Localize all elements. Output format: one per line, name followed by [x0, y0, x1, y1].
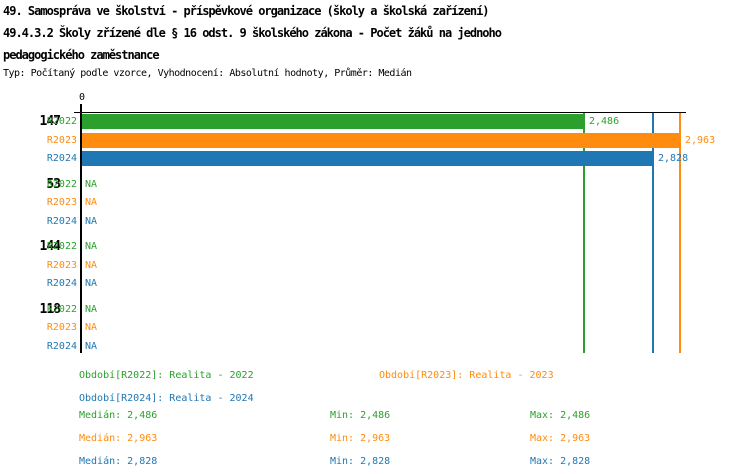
stat-min-r2022: Min: 2,486: [330, 410, 391, 421]
bar-value-label: 2,963: [685, 134, 716, 146]
stat-median-r2023: Medián: 2,963: [79, 433, 158, 444]
group-label: 118: [39, 301, 61, 317]
row-label-r2023: R2023: [46, 134, 77, 146]
na-label: NA: [85, 278, 98, 289]
stat-min-r2024: Min: 2,828: [330, 456, 391, 467]
y-axis-line: [80, 104, 82, 353]
na-label: NA: [85, 303, 98, 315]
bar-r2022: [82, 114, 584, 129]
chart-title-line3: pedagogického zaměstnance: [3, 48, 160, 62]
row-label-r2023: R2023: [46, 322, 77, 333]
x-axis-zero-tick-label: 0: [78, 92, 86, 103]
chart-title-line1: 49. Samospráva ve školství - příspěvkové…: [3, 4, 490, 18]
chart-subtitle: Typ: Počítaný podle vzorce, Vyhodnocení:…: [3, 68, 412, 79]
median-line-r2023: [679, 113, 681, 353]
row-label-r2024: R2024: [46, 278, 77, 289]
stat-median-r2022: Medián: 2,486: [79, 410, 158, 421]
chart-title-line2: 49.4.3.2 Školy zřízené dle § 16 odst. 9 …: [3, 26, 502, 40]
na-label: NA: [85, 215, 98, 227]
bar-r2024: [82, 151, 653, 166]
group-label: 147: [39, 114, 61, 129]
legend-item-r2023: Období[R2023]: Realita - 2023: [379, 370, 554, 381]
na-label: NA: [85, 340, 98, 352]
stat-max-r2023: Max: 2,963: [530, 433, 591, 444]
legend-item-r2022: Období[R2022]: Realita - 2022: [79, 370, 254, 381]
na-label: NA: [85, 178, 98, 190]
na-label: NA: [85, 197, 98, 208]
row-label-r2023: R2023: [46, 259, 77, 271]
stat-max-r2022: Max: 2,486: [530, 410, 591, 421]
group-label: 53: [46, 176, 61, 192]
na-label: NA: [85, 241, 98, 252]
row-label-r2024: R2024: [46, 153, 77, 164]
stat-min-r2023: Min: 2,963: [330, 433, 391, 444]
row-label-r2024: R2024: [46, 340, 77, 352]
row-label-r2023: R2023: [46, 197, 77, 208]
bar-r2023: [82, 132, 680, 148]
row-label-r2022: R2022: [46, 116, 77, 127]
median-line-r2024: [652, 113, 654, 353]
stat-max-r2024: Max: 2,828: [530, 456, 591, 467]
row-label-r2022: R2022: [46, 303, 77, 315]
group-label: 144: [39, 239, 61, 254]
legend-item-r2024: Období[R2024]: Realita - 2024: [79, 393, 254, 404]
x-axis-line: [74, 112, 686, 113]
median-line-r2022: [583, 113, 585, 353]
na-label: NA: [85, 322, 98, 333]
bar-value-label: 2,828: [658, 153, 689, 164]
stat-median-r2024: Medián: 2,828: [79, 456, 158, 467]
row-label-r2022: R2022: [46, 178, 77, 190]
bar-value-label: 2,486: [589, 116, 620, 127]
row-label-r2024: R2024: [46, 215, 77, 227]
row-label-r2022: R2022: [46, 241, 77, 252]
na-label: NA: [85, 259, 98, 271]
